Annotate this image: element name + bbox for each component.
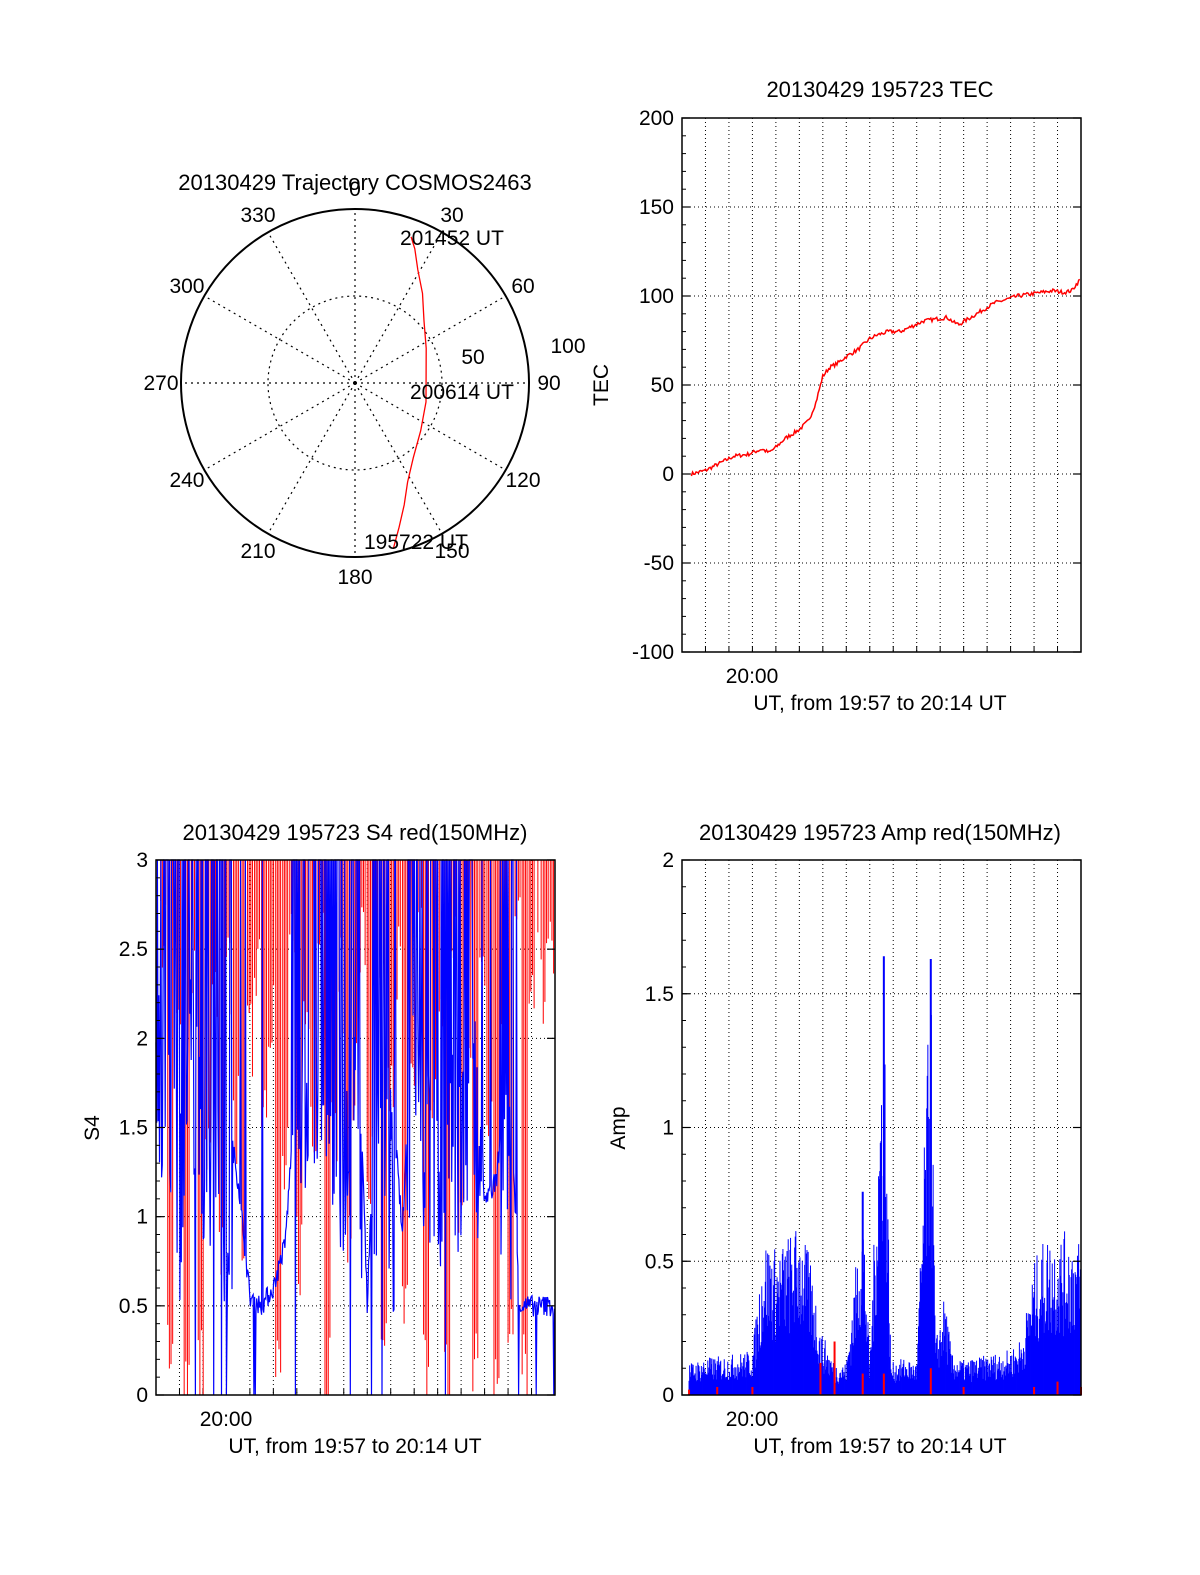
annotation-mid-time: 200614 UT <box>410 381 514 404</box>
polar-spokes <box>181 209 529 557</box>
tec-series-line <box>690 278 1081 477</box>
y-tick-label: 0.5 <box>119 1295 148 1318</box>
s4-y-axis-label: S4 <box>81 1115 104 1141</box>
amp-red-series <box>688 1341 1082 1395</box>
tec-grid <box>682 118 1081 652</box>
amp-title: 20130429 195723 Amp red(150MHz) <box>699 820 1061 845</box>
radial-tick-label-100: 100 <box>550 335 585 358</box>
polar-angle-label: 240 <box>169 469 204 492</box>
polar-angle-label: 210 <box>240 540 275 563</box>
y-tick-label: -50 <box>644 552 674 575</box>
amp-x-axis-label: UT, from 19:57 to 20:14 UT <box>753 1435 1006 1458</box>
polar-inner-circle <box>267 295 443 471</box>
s4-y-ticks: 3 2.5 2 1.5 1 0.5 0 <box>119 849 555 1407</box>
tec-title: 20130429 195723 TEC <box>766 77 993 102</box>
s4-x-tick-label: 20:00 <box>200 1408 253 1431</box>
polar-angle-label: 150 <box>434 540 469 563</box>
polar-spoke <box>354 232 443 384</box>
y-tick-label: 0 <box>662 463 674 486</box>
y-tick-label: 0 <box>136 1384 148 1407</box>
annotation-end-time: 201452 UT <box>400 227 504 250</box>
polar-angle-label: 0 <box>349 178 361 201</box>
polar-angle-label: 180 <box>337 566 372 589</box>
y-tick-label: 1 <box>136 1206 148 1229</box>
polar-angle-label: 30 <box>440 204 463 227</box>
y-tick-label: 1 <box>662 1117 674 1140</box>
tec-y-ticks: 200 150 100 50 0 -50 -100 <box>632 107 1081 664</box>
y-tick-label: 200 <box>639 107 674 130</box>
polar-spoke <box>267 232 356 384</box>
trajectory-line <box>392 236 427 549</box>
polar-spoke <box>354 382 506 471</box>
s4-chart: 20130429 195723 S4 red(150MHz) 3 2.5 2 1.5 1… <box>81 820 556 1458</box>
amp-y-ticks: 2 1.5 1 0.5 0 <box>645 849 1081 1407</box>
y-tick-label: 2 <box>136 1027 148 1050</box>
amp-y-axis-label: Amp <box>607 1106 630 1149</box>
polar-angle-label: 270 <box>143 372 178 395</box>
y-tick-label: 1.5 <box>119 1117 148 1140</box>
polar-trajectory-chart: 20130429 Trajectory COSMOS2463 0 30 60 90 12… <box>143 170 585 589</box>
polar-spoke <box>267 382 356 534</box>
s4-x-axis-label: UT, from 19:57 to 20:14 UT <box>228 1435 481 1458</box>
y-tick-label: -100 <box>632 641 674 664</box>
radial-tick-label-50: 50 <box>461 346 484 369</box>
s4-title: 20130429 195723 S4 red(150MHz) <box>183 820 528 845</box>
y-tick-label: 2.5 <box>119 938 148 961</box>
polar-angle-label: 300 <box>169 275 204 298</box>
polar-angle-label: 330 <box>240 204 275 227</box>
amp-chart: 20130429 195723 Amp red(150MHz) 2 1.5 1 0.5… <box>607 820 1082 1458</box>
polar-angle-label: 120 <box>505 469 540 492</box>
polar-spoke <box>204 295 356 384</box>
tec-x-axis-label: UT, from 19:57 to 20:14 UT <box>753 692 1006 715</box>
y-tick-label: 1.5 <box>645 983 674 1006</box>
y-tick-label: 0.5 <box>645 1250 674 1273</box>
polar-spoke <box>354 382 443 534</box>
tec-y-axis-label: TEC <box>590 364 613 406</box>
polar-angle-labels: 0 30 60 90 120 150 180 210 240 270 300 330 <box>143 178 560 589</box>
tec-plot-frame <box>681 117 1082 653</box>
y-tick-label: 100 <box>639 285 674 308</box>
polar-angle-label: 90 <box>537 372 560 395</box>
y-tick-label: 50 <box>651 374 674 397</box>
annotation-start-time: 195722 UT <box>364 531 468 554</box>
y-tick-label: 150 <box>639 196 674 219</box>
amp-x-tick-label: 20:00 <box>726 1408 779 1431</box>
y-tick-label: 3 <box>136 849 148 872</box>
polar-spoke <box>354 295 506 384</box>
polar-angle-label: 60 <box>511 275 534 298</box>
amp-blue-series <box>688 956 1081 1395</box>
y-tick-label: 0 <box>662 1384 674 1407</box>
polar-outer-circle <box>180 208 530 558</box>
tec-chart: 20130429 195723 TEC 200150100500-50-100 … <box>590 77 1082 715</box>
y-tick-label: 2 <box>662 849 674 872</box>
polar-spoke <box>204 382 356 471</box>
tec-x-tick-label: 20:00 <box>726 665 779 688</box>
polar-title: 20130429 Trajectory COSMOS2463 <box>178 170 531 195</box>
